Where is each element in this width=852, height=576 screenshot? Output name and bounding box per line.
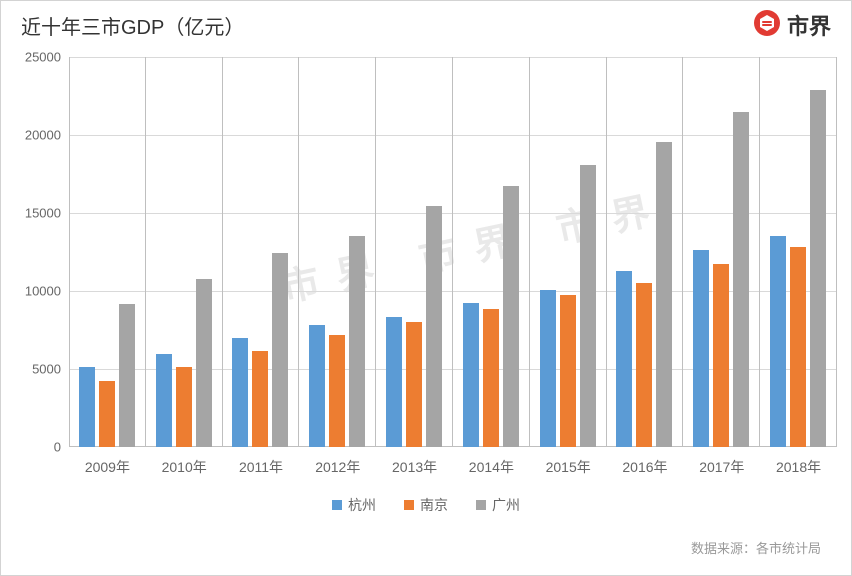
brand: 市界	[753, 9, 831, 42]
bar	[616, 271, 632, 447]
y-axis: 0500010000150002000025000	[17, 57, 69, 447]
bar-group	[760, 57, 837, 447]
bar-group	[146, 57, 223, 447]
legend-label: 杭州	[348, 495, 376, 515]
x-tick: 2012年	[299, 447, 376, 487]
bar	[560, 295, 576, 447]
x-tick: 2016年	[607, 447, 684, 487]
x-tick: 2017年	[683, 447, 760, 487]
chart-title: 近十年三市GDP（亿元）	[21, 11, 244, 40]
bar	[196, 279, 212, 447]
plot-area: 市界 市界 市界 0500010000150002000025000 2009年…	[17, 57, 837, 487]
x-tick: 2014年	[453, 447, 530, 487]
bar	[810, 90, 826, 447]
bar	[656, 142, 672, 447]
brand-text: 市界	[787, 9, 831, 41]
x-tick: 2011年	[223, 447, 300, 487]
bar	[406, 322, 422, 447]
bar	[329, 335, 345, 447]
bar	[176, 367, 192, 447]
legend-swatch	[404, 500, 414, 510]
bar	[713, 264, 729, 447]
legend-swatch	[476, 500, 486, 510]
bar-group	[69, 57, 146, 447]
x-tick: 2018年	[760, 447, 837, 487]
bar	[790, 247, 806, 447]
bar	[426, 206, 442, 447]
bar-group	[299, 57, 376, 447]
bar-groups	[69, 57, 837, 447]
header: 近十年三市GDP（亿元） 市界	[1, 1, 851, 49]
brand-logo-icon	[753, 9, 781, 42]
x-tick: 2013年	[376, 447, 453, 487]
data-source: 数据来源：各市统计局	[691, 538, 821, 557]
legend-item: 杭州	[332, 495, 376, 515]
bar	[232, 338, 248, 448]
bar	[272, 253, 288, 447]
bar-group	[223, 57, 300, 447]
y-tick: 15000	[25, 206, 61, 221]
bar	[636, 283, 652, 447]
legend-label: 南京	[420, 495, 448, 515]
bar	[770, 236, 786, 447]
bar	[156, 354, 172, 447]
bar	[463, 303, 479, 447]
bar	[693, 250, 709, 447]
bar-group	[607, 57, 684, 447]
bar-group	[453, 57, 530, 447]
x-axis: 2009年2010年2011年2012年2013年2014年2015年2016年…	[69, 447, 837, 487]
legend: 杭州 南京 广州	[1, 495, 851, 515]
chart-card: 近十年三市GDP（亿元） 市界 市界 市界 市界 050001000015000…	[0, 0, 852, 576]
bar	[580, 165, 596, 447]
bar	[252, 351, 268, 447]
y-tick: 25000	[25, 50, 61, 65]
bar-group	[376, 57, 453, 447]
bar-group	[683, 57, 760, 447]
y-tick: 0	[54, 440, 61, 455]
x-tick: 2010年	[146, 447, 223, 487]
y-tick: 20000	[25, 128, 61, 143]
bar	[79, 367, 95, 447]
bar	[349, 236, 365, 447]
x-tick: 2009年	[69, 447, 146, 487]
legend-label: 广州	[492, 495, 520, 515]
legend-item: 南京	[404, 495, 448, 515]
bar	[503, 186, 519, 447]
bar	[483, 309, 499, 447]
bar	[309, 325, 325, 447]
bar	[540, 290, 556, 447]
legend-item: 广州	[476, 495, 520, 515]
x-tick: 2015年	[530, 447, 607, 487]
y-tick: 5000	[32, 362, 61, 377]
bar	[386, 317, 402, 447]
bar	[119, 304, 135, 447]
y-tick: 10000	[25, 284, 61, 299]
legend-swatch	[332, 500, 342, 510]
bar	[99, 381, 115, 447]
bar	[733, 112, 749, 447]
bar-group	[530, 57, 607, 447]
